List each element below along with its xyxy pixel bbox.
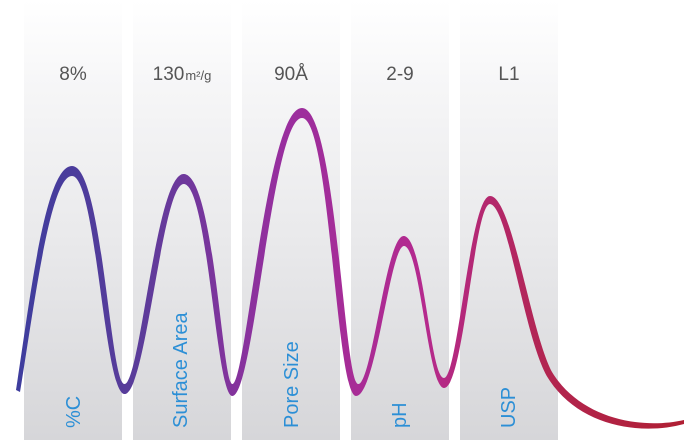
surface-area-unit: m²/g xyxy=(185,68,212,83)
column-usp: L1 xyxy=(460,0,558,440)
pore-size-value: 90Å xyxy=(274,64,308,85)
label-ph: pH xyxy=(389,402,411,428)
label-usp: USP xyxy=(498,386,520,428)
wave-ribbon xyxy=(16,108,684,429)
label-surface-area: Surface Area xyxy=(170,312,192,428)
column-carbon: 8% xyxy=(24,0,122,440)
ph-value: 2-9 xyxy=(386,64,414,85)
column-pore-size: 90Å xyxy=(242,0,340,440)
label-pore-size: Pore Size xyxy=(281,341,303,428)
surface-area-value: 130m²/g xyxy=(152,64,212,85)
usp-value: L1 xyxy=(498,64,520,85)
label-carbon: %C xyxy=(63,395,85,428)
column-surface-area: 130m²/g xyxy=(133,0,231,440)
carbon-value: 8% xyxy=(59,64,87,85)
